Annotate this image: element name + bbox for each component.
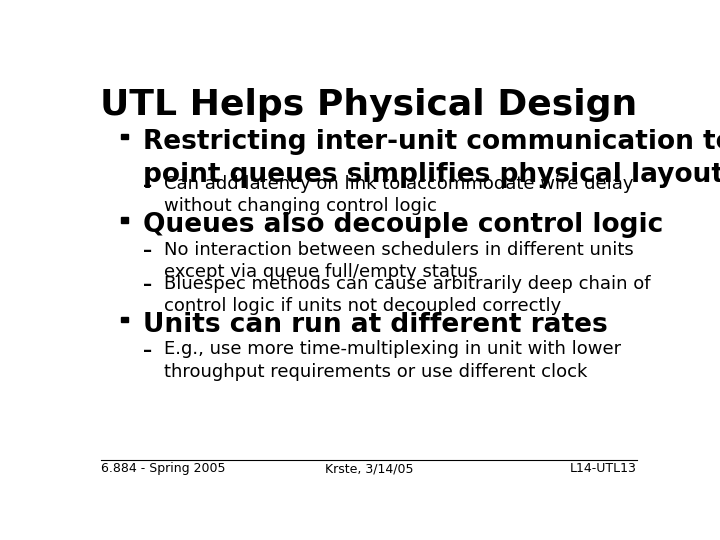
FancyBboxPatch shape	[121, 217, 128, 222]
Text: Can add latency on link to accommodate wire delay
without changing control logic: Can add latency on link to accommodate w…	[163, 175, 633, 215]
Text: Bluespec methods can cause arbitrarily deep chain of
control logic if units not : Bluespec methods can cause arbitrarily d…	[163, 275, 650, 315]
FancyBboxPatch shape	[121, 317, 128, 322]
Text: –: –	[143, 276, 152, 294]
Text: Units can run at different rates: Units can run at different rates	[143, 312, 608, 338]
Text: –: –	[143, 177, 152, 194]
Text: Krste, 3/14/05: Krste, 3/14/05	[325, 462, 413, 475]
Text: 6.884 - Spring 2005: 6.884 - Spring 2005	[101, 462, 225, 475]
Text: –: –	[143, 342, 152, 360]
Text: –: –	[143, 242, 152, 260]
Text: Queues also decouple control logic: Queues also decouple control logic	[143, 212, 663, 238]
Text: No interaction between schedulers in different units
except via queue full/empty: No interaction between schedulers in dif…	[163, 241, 634, 281]
FancyBboxPatch shape	[121, 134, 128, 139]
Text: Restricting inter-unit communication to point-to-
point queues simplifies physic: Restricting inter-unit communication to …	[143, 129, 720, 188]
Text: UTL Helps Physical Design: UTL Helps Physical Design	[100, 87, 638, 122]
Text: L14-UTL13: L14-UTL13	[570, 462, 637, 475]
Text: E.g., use more time-multiplexing in unit with lower
throughput requirements or u: E.g., use more time-multiplexing in unit…	[163, 341, 621, 381]
